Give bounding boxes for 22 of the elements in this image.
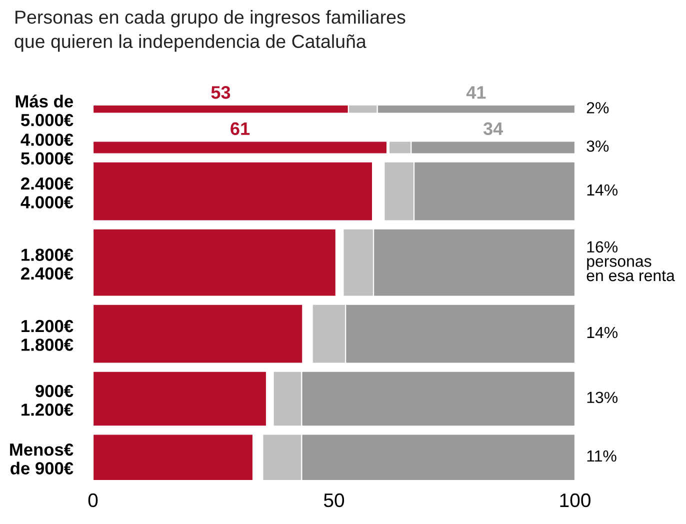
data-label: 34: [483, 122, 504, 136]
x-tick-label: 100: [560, 493, 590, 508]
y-tick-label: 900€ 1.200€: [22, 384, 74, 416]
y-tick-label: Menos€ de 900€: [10, 443, 74, 474]
text: 14%: [587, 184, 618, 196]
y-tick-label: Más de 5.000€: [16, 94, 74, 126]
y-tick-label: 1.800€ 2.400€: [21, 248, 74, 280]
y-tick-label: 4.000€ 5.000€: [20, 134, 74, 165]
text: 13%: [587, 392, 618, 404]
text: 3%: [586, 140, 609, 152]
text: 16% personas en esa renta: [586, 241, 675, 282]
chart-title: Personas en cada grupo de ingresos familiares que quieren la independencia de Cataluña: [14, 10, 406, 52]
text: 2%: [586, 102, 609, 114]
data-label: 53: [211, 86, 230, 99]
y-tick-label: 1.200€ 1.800€: [22, 320, 74, 351]
data-label: 61: [230, 122, 250, 136]
x-tick-label: 0: [88, 493, 98, 508]
x-tick-label: 50: [324, 493, 344, 508]
text: 11%: [587, 450, 616, 462]
text: 14%: [587, 326, 618, 338]
data-label: 41: [466, 86, 486, 99]
y-tick-label: 2.400€ 4.000€: [20, 177, 74, 208]
